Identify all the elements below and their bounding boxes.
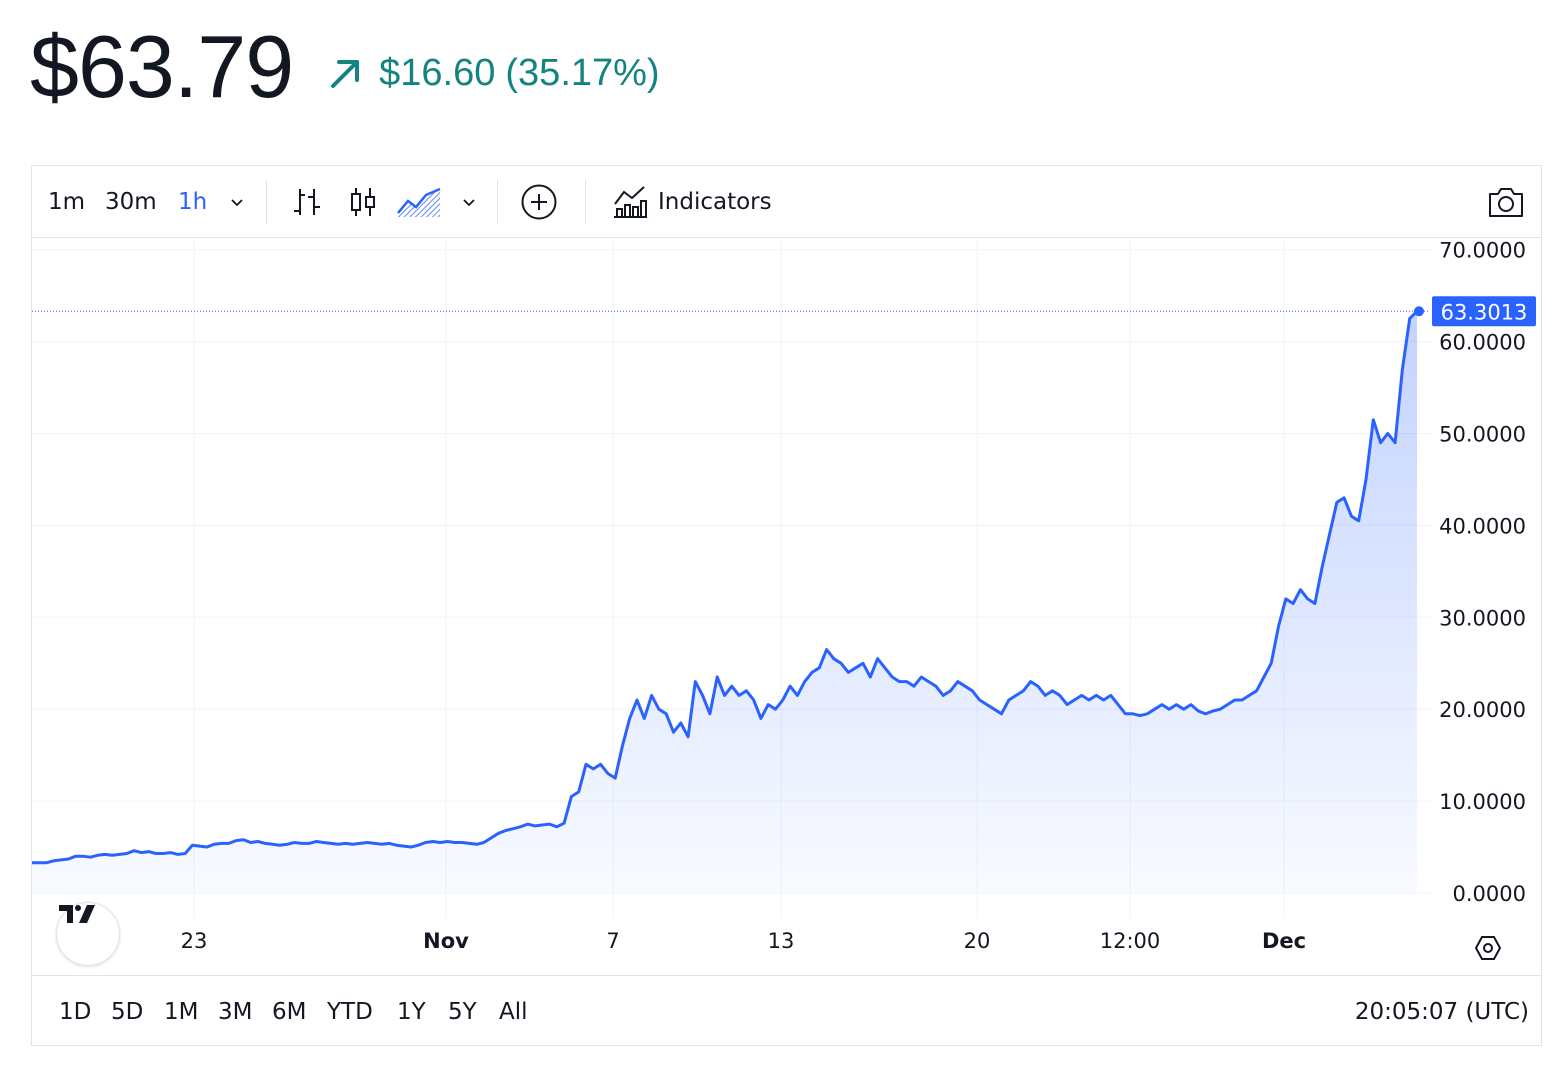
x-tick-label: 12:00 [1100, 929, 1161, 953]
last-price-badge [1432, 296, 1536, 327]
change-value: $16.60 [379, 51, 496, 94]
x-tick-label: 7 [606, 929, 619, 953]
candlestick-icon [351, 188, 375, 216]
candlestick-button[interactable] [346, 166, 380, 238]
change-percent: (35.17%) [505, 51, 660, 94]
arrow-up-right-icon [331, 60, 360, 88]
toolbar-divider [585, 180, 586, 224]
indicators-icon [614, 186, 647, 218]
range-1d[interactable]: 1D [59, 999, 92, 1025]
y-tick-label: 30.0000 [1439, 606, 1526, 630]
x-tick-label: 13 [768, 929, 795, 953]
y-tick-label: 0.0000 [1453, 882, 1526, 906]
y-tick-label: 70.0000 [1439, 239, 1526, 263]
chart-widget: 1m 30m 1h [31, 165, 1542, 1046]
interval-1h[interactable]: 1h [178, 189, 208, 215]
price-change: $16.60 (35.17%) [327, 51, 660, 95]
toolbar-divider [266, 180, 267, 224]
area-chart-button[interactable] [396, 166, 442, 238]
tradingview-logo-icon [59, 905, 95, 923]
y-tick-label: 20.0000 [1439, 698, 1526, 722]
chevron-down-icon [231, 199, 243, 207]
x-tick-label: 23 [181, 929, 208, 953]
range-6m[interactable]: 6M [272, 999, 307, 1025]
utc-clock: 20:05:07 (UTC) [1354, 999, 1529, 1025]
y-tick-label: 60.0000 [1439, 331, 1526, 355]
indicators-button[interactable]: Indicators [612, 166, 772, 238]
range-5d[interactable]: 5D [111, 999, 144, 1025]
y-tick-label: 10.0000 [1439, 790, 1526, 814]
last-price-point [1414, 306, 1424, 317]
range-ytd[interactable]: YTD [327, 999, 373, 1025]
x-tick-label: Nov [423, 929, 469, 953]
interval-1m[interactable]: 1m [48, 189, 86, 215]
bar-chart-button[interactable] [290, 166, 324, 238]
chart-area[interactable]: 70.0000 60.0000 50.0000 40.0000 30.0000 20.00… [32, 238, 1543, 975]
range-3m[interactable]: 3M [218, 999, 253, 1025]
settings-icon[interactable] [1474, 936, 1502, 960]
chevron-down-icon [463, 199, 475, 207]
x-tick-label: 20 [964, 929, 991, 953]
range-1m[interactable]: 1M [164, 999, 199, 1025]
indicators-label: Indicators [658, 189, 772, 215]
y-tick-label: 40.0000 [1439, 514, 1526, 538]
range-5y[interactable]: 5Y [448, 999, 477, 1025]
compare-button[interactable] [520, 166, 558, 238]
interval-30m[interactable]: 30m [105, 189, 157, 215]
toolbar-divider [497, 180, 498, 224]
chart-toolbar: 1m 30m 1h [32, 166, 1541, 238]
tradingview-logo[interactable] [56, 902, 120, 966]
plus-circle-icon [521, 184, 557, 220]
price-line [32, 310, 1419, 865]
camera-icon [1489, 188, 1523, 217]
range-1y[interactable]: 1Y [397, 999, 426, 1025]
range-all[interactable]: All [499, 999, 528, 1025]
last-price-label: 63.3013 [1441, 300, 1528, 324]
price-header: $63.79 $16.60 (35.17%) [30, 12, 660, 122]
area-fill [32, 311, 1417, 893]
x-tick-label: Dec [1262, 929, 1306, 953]
y-tick-label: 50.0000 [1439, 423, 1526, 447]
snapshot-button[interactable] [1486, 166, 1526, 238]
range-bar: 1D 5D 1M 3M 6M YTD 1Y 5Y All 20:05:07 (U… [32, 975, 1541, 1047]
area-chart-icon [397, 187, 441, 217]
current-price: $63.79 [30, 17, 294, 116]
price-chart[interactable]: 70.000060.000050.000040.000030.000020.00… [32, 238, 1543, 975]
interval-dropdown[interactable] [228, 166, 246, 238]
chart-type-dropdown[interactable] [460, 166, 478, 238]
bar-chart-icon [294, 189, 320, 215]
